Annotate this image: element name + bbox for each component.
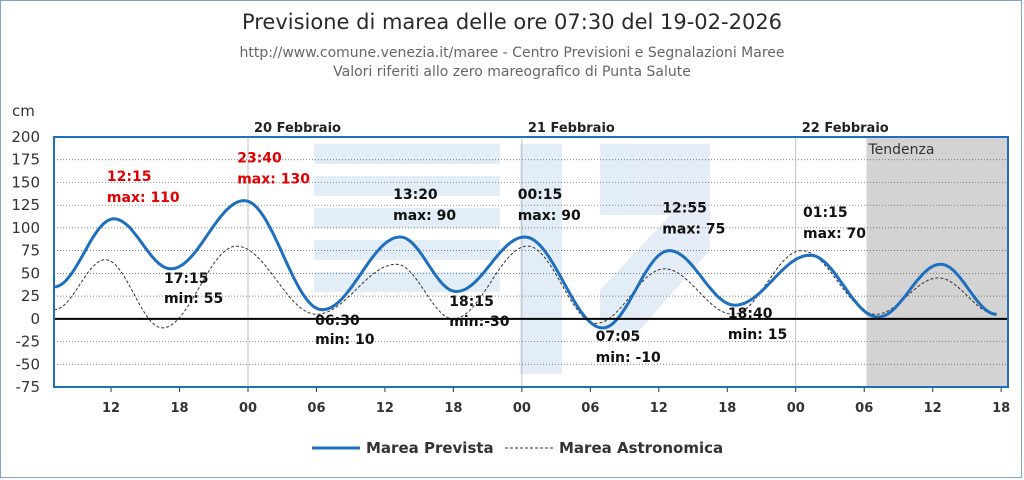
chart-subtitle-reference: Valori riferiti allo zero mareografico d… <box>333 64 691 80</box>
annotation-time: 18:15 <box>449 294 494 310</box>
plot-area <box>54 137 1008 387</box>
annotation-value: max: 110 <box>107 190 180 206</box>
x-tick-label: 18 <box>992 401 1010 416</box>
chart-title: Previsione di marea delle ore 07:30 del … <box>242 10 782 34</box>
annotation-value: max: 90 <box>518 208 581 224</box>
annotation-value: max: 130 <box>237 172 310 188</box>
x-tick-label: 06 <box>855 401 873 416</box>
tendency-area <box>866 137 1008 387</box>
annotation-time: 17:15 <box>164 271 209 287</box>
y-tick-label: 25 <box>21 287 40 305</box>
annotation-time: 12:15 <box>107 169 152 185</box>
day-labels: 20 Febbraio 21 Febbraio 22 Febbraio <box>254 121 889 136</box>
annotation-value: min: 10 <box>315 332 375 348</box>
x-tick-label: 18 <box>444 401 462 416</box>
grid-lines <box>54 137 1008 387</box>
x-tick-label: 00 <box>513 401 531 416</box>
y-tick-label: 50 <box>21 264 40 282</box>
x-axis: 12 18 00 06 12 18 00 06 12 18 00 06 12 18 <box>102 387 1010 416</box>
x-tick-label: 12 <box>376 401 394 416</box>
extrema-annotations: 12:15 max: 110 17:15 min: 55 23:40 max: 130 06… <box>107 151 866 366</box>
x-tick-label: 12 <box>650 401 668 416</box>
y-tick-label: 150 <box>11 173 40 191</box>
x-tick-label: 18 <box>170 401 188 416</box>
y-axis-unit: cm <box>12 102 35 120</box>
annotation-time: 18:40 <box>728 306 773 322</box>
annotation-time: 13:20 <box>393 187 438 203</box>
x-tick-label: 00 <box>787 401 805 416</box>
annotation-value: min: -10 <box>596 350 661 366</box>
y-tick-label: 75 <box>21 242 40 260</box>
annotation-value: max: 70 <box>803 226 866 242</box>
annotation-time: 00:15 <box>518 187 563 203</box>
y-tick-label: -75 <box>16 378 41 396</box>
x-tick-label: 06 <box>581 401 599 416</box>
annotation-time: 06:30 <box>315 313 360 329</box>
tendency-label: Tendenza <box>867 142 934 158</box>
x-tick-label: 12 <box>102 401 120 416</box>
legend: Marea Prevista Marea Astronomica <box>312 439 723 457</box>
day-label: 22 Febbraio <box>802 121 889 136</box>
x-tick-label: 00 <box>239 401 257 416</box>
y-tick-label: 0 <box>30 310 40 328</box>
day-label: 21 Febbraio <box>528 121 615 136</box>
day-label: 20 Febbraio <box>254 121 341 136</box>
annotation-value: max: 90 <box>393 208 456 224</box>
annotation-time: 01:15 <box>803 205 848 221</box>
annotation-value: min: 55 <box>164 291 223 307</box>
annotation-value: min:-30 <box>449 314 510 330</box>
y-axis: -75 -50 -25 0 25 50 75 100 125 150 175 200 <box>11 128 40 396</box>
annotation-time: 07:05 <box>596 329 641 345</box>
annotation-time: 12:55 <box>662 201 707 217</box>
plot-border <box>53 136 1009 388</box>
chart-subtitle-source: http://www.comune.venezia.it/maree - Cen… <box>239 45 784 61</box>
x-tick-label: 12 <box>924 401 942 416</box>
y-tick-label: 200 <box>11 128 40 146</box>
x-tick-label: 18 <box>718 401 736 416</box>
y-tick-label: -25 <box>16 333 41 351</box>
legend-label-prevista: Marea Prevista <box>366 439 494 457</box>
annotation-time: 23:40 <box>237 151 282 167</box>
x-tick-label: 06 <box>307 401 325 416</box>
annotation-value: min: 15 <box>728 327 787 343</box>
y-tick-label: 175 <box>11 151 40 169</box>
annotation-value: max: 75 <box>662 222 725 238</box>
series-marea-prevista <box>53 199 997 330</box>
legend-label-astronomica: Marea Astronomica <box>559 439 723 457</box>
y-tick-label: 125 <box>11 196 40 214</box>
y-tick-label: -50 <box>16 355 41 373</box>
y-tick-label: 100 <box>11 219 40 237</box>
